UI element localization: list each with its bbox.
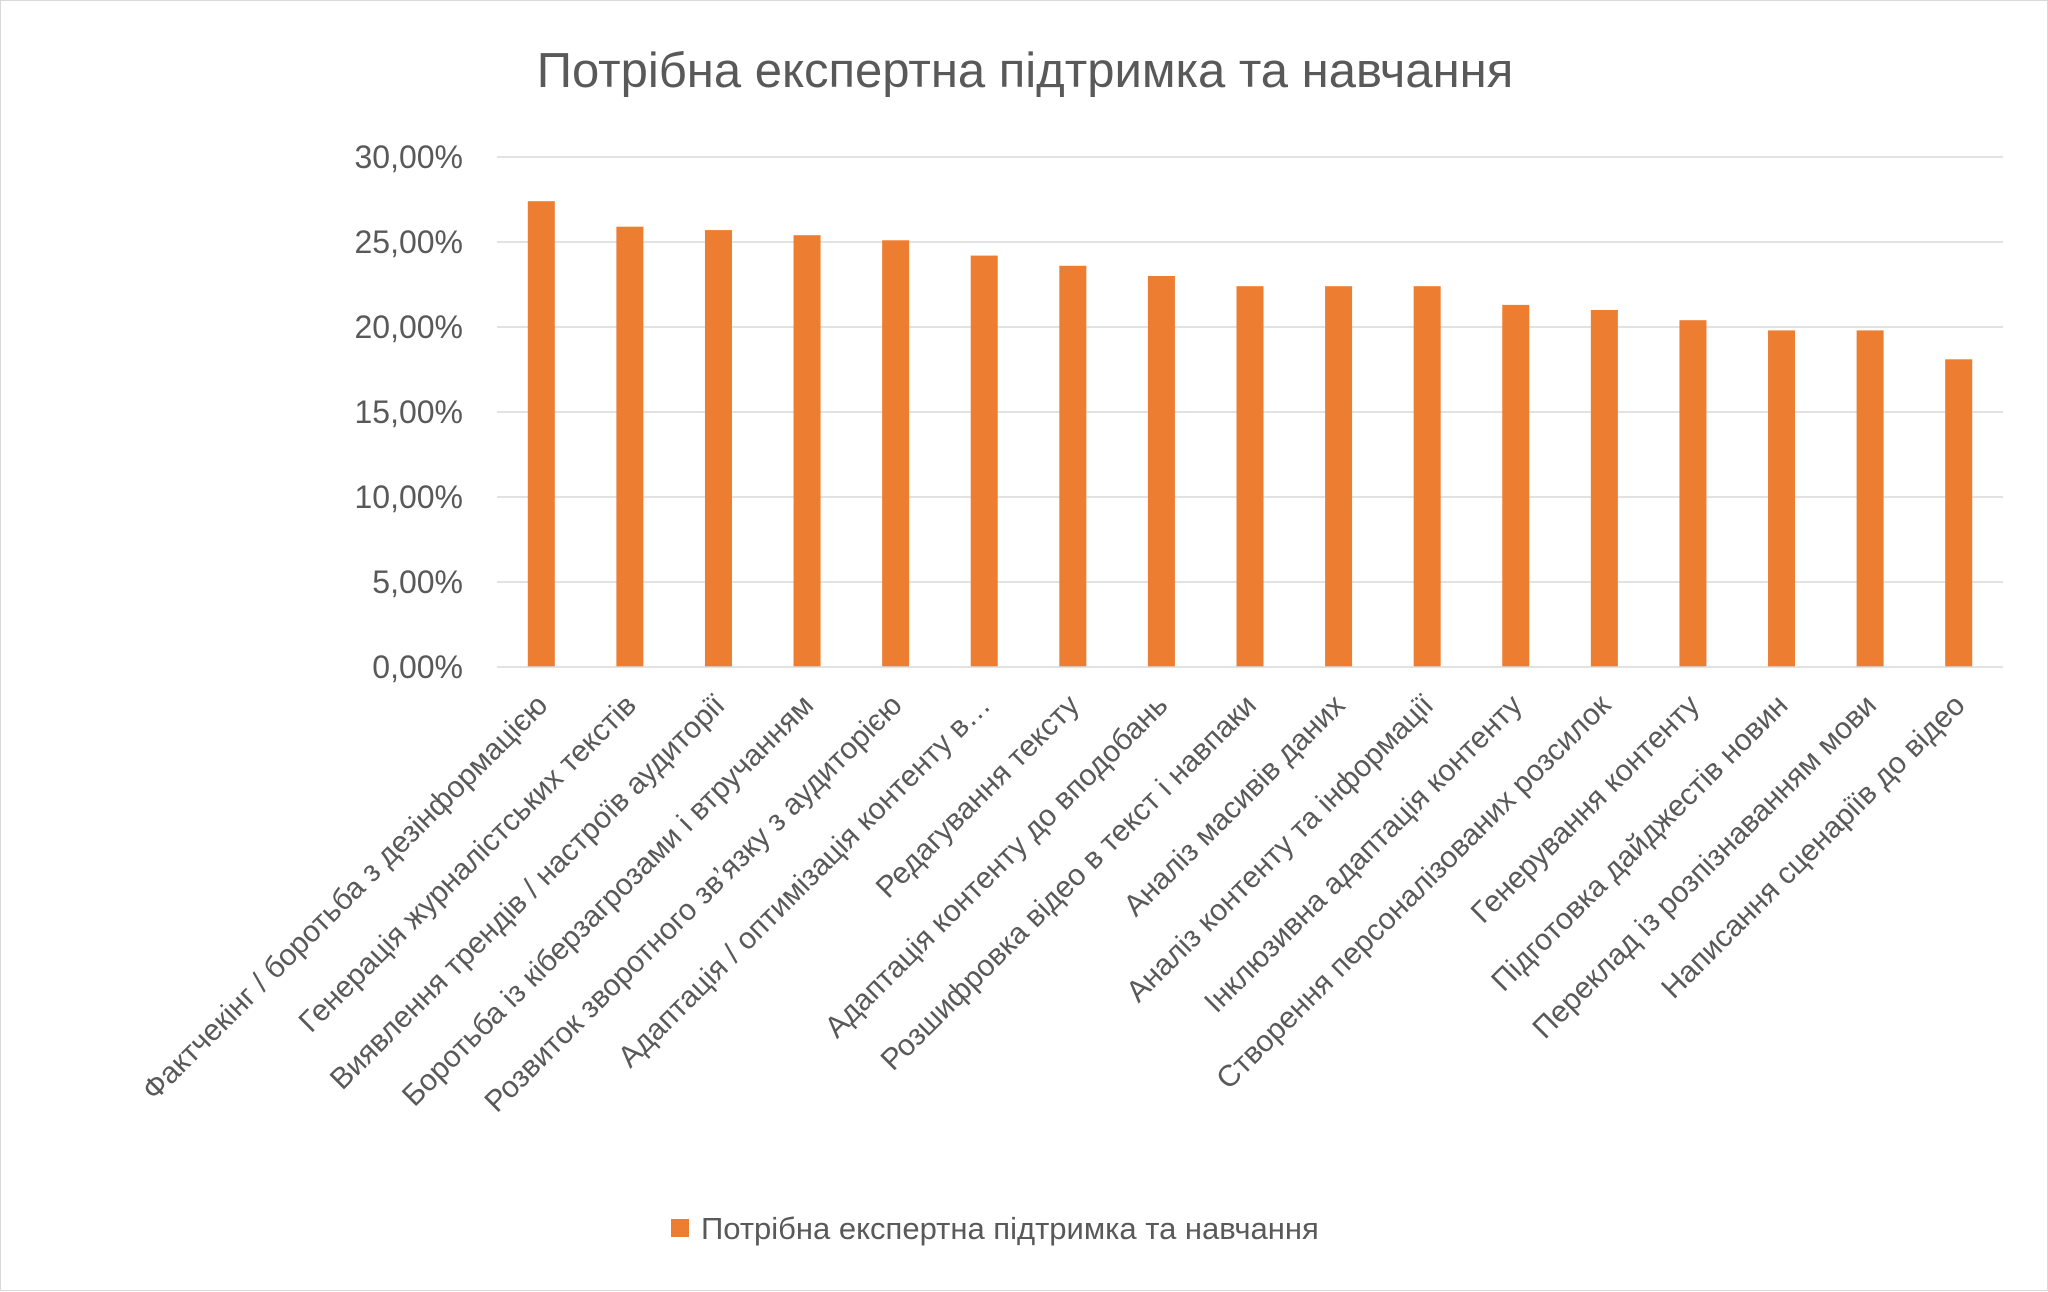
bar [1236, 286, 1264, 667]
bar [616, 226, 644, 667]
bar [1502, 304, 1530, 667]
bar [1059, 265, 1087, 667]
y-tick-label: 10,00% [354, 479, 463, 515]
bar [970, 255, 998, 667]
x-category-label: Фактчекінг / боротьба з дезінформацією [136, 689, 554, 1107]
y-tick-label: 5,00% [372, 564, 463, 600]
bar [882, 240, 910, 668]
y-tick-label: 25,00% [354, 224, 463, 260]
bar [1413, 286, 1441, 667]
bar [1325, 286, 1353, 667]
x-category-label: Боротьба із кіберзагрозами і втручанням [396, 689, 820, 1113]
bar [793, 235, 821, 667]
bar [1856, 330, 1884, 667]
bar [1590, 310, 1618, 667]
bar [527, 201, 555, 667]
x-category-label: Інклюзивна адаптація контенту [1198, 689, 1529, 1020]
y-axis-ticks: 0,00% 5,00% 10,00% 15,00% 20,00% 25,00% 30,00% [354, 139, 463, 685]
bar [1768, 330, 1796, 667]
category-labels: Фактчекінг / боротьба з дезінформацієюГе… [136, 688, 1972, 1119]
legend-label: Потрібна експертна підтримка та навчання [701, 1211, 1319, 1246]
legend-swatch [671, 1219, 689, 1237]
x-category-label: Розвиток зворотного зв’язку з аудиторією [479, 689, 909, 1119]
bars [527, 201, 1973, 668]
bar [704, 230, 732, 667]
y-tick-label: 0,00% [372, 649, 463, 685]
y-tick-label: 30,00% [354, 139, 463, 175]
y-tick-label: 15,00% [354, 394, 463, 430]
y-tick-label: 20,00% [354, 309, 463, 345]
chart-title: Потрібна експертна підтримка та навчання [537, 44, 1514, 98]
bar [1945, 359, 1973, 667]
bar [1679, 320, 1707, 667]
bar [1147, 276, 1175, 667]
legend: Потрібна експертна підтримка та навчання [671, 1211, 1319, 1246]
